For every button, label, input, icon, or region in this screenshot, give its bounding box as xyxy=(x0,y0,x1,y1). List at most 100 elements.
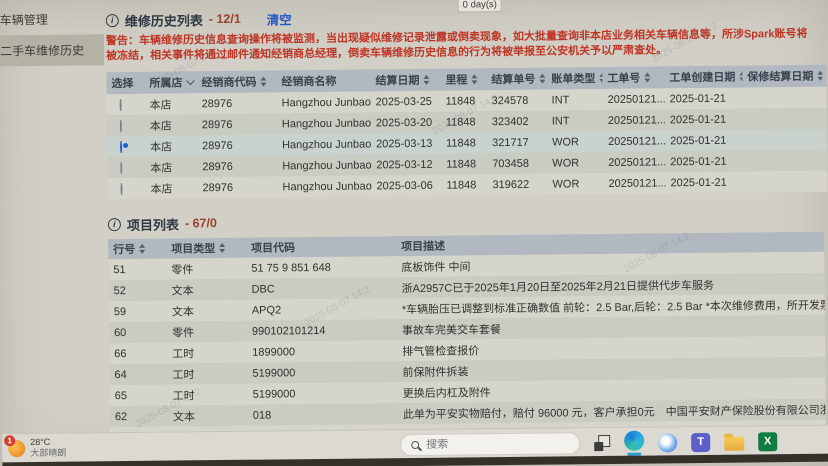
cell-store: 本店 xyxy=(150,141,173,154)
items-section-header: 项目列表 67/0 xyxy=(107,208,828,234)
col-store-header[interactable]: 所属店 xyxy=(144,74,196,91)
col-work-order-label: 工单号 xyxy=(607,72,641,85)
cell-wo-created: 2025-01-21 xyxy=(669,92,726,105)
cell-line-no: 65 xyxy=(114,389,127,402)
col-item-type-header[interactable]: 项目类型 xyxy=(166,240,246,257)
col-bill-type-header[interactable]: 账单类型 xyxy=(546,70,602,87)
col-settle-date-header[interactable]: 结算日期 xyxy=(370,72,440,89)
cell-work-order: 20250121... xyxy=(607,134,666,148)
history-table: 选择 所属店 经销商代码 经销商名称 结算日期 里程 结算单号 账单类型 工单号… xyxy=(106,64,828,200)
sort-icon xyxy=(539,74,546,84)
edge-browser-icon[interactable] xyxy=(624,430,645,456)
copilot-icon[interactable] xyxy=(658,432,678,452)
taskbar-search[interactable] xyxy=(400,432,581,457)
cell-item-type: 工时 xyxy=(172,389,195,403)
cell-item-type: 工时 xyxy=(172,368,195,382)
cell-line-no: 60 xyxy=(113,326,127,339)
cell-item-desc: 浙A2957C已于2025年1月20日至2025年2月21日提供代步车服务 xyxy=(401,279,715,295)
weather-widget[interactable]: 1 28°C 大部晴朗 xyxy=(4,434,66,460)
sidebar-item-vehicle-management[interactable]: 车辆管理 xyxy=(0,12,48,28)
teams-icon[interactable] xyxy=(691,432,711,452)
col-settle-no-header[interactable]: 结算单号 xyxy=(486,71,546,88)
cell-warranty-date xyxy=(743,97,823,98)
col-warranty-date-header[interactable]: 保修结算日期 xyxy=(742,68,822,85)
row-select-radio[interactable] xyxy=(120,182,123,195)
cell-line-no: 59 xyxy=(113,305,127,318)
sort-icon xyxy=(739,72,742,82)
cell-settle-no: 323402 xyxy=(491,115,529,128)
cell-bill-type: WOR xyxy=(552,177,580,191)
task-view-icon[interactable] xyxy=(594,435,610,451)
history-section-title: 维修历史列表 xyxy=(124,12,203,29)
cell-work-order: 20250121... xyxy=(607,92,665,106)
col-mileage-header[interactable]: 里程 xyxy=(440,71,486,87)
col-dealer-name-header: 经销商名称 xyxy=(276,72,370,89)
cell-store: 本店 xyxy=(150,162,173,175)
cell-item-desc: 底板饰件 中间 xyxy=(401,260,471,274)
cell-warranty-date xyxy=(743,181,823,182)
clear-button[interactable]: 清空 xyxy=(266,12,292,28)
row-select-radio[interactable] xyxy=(120,161,123,174)
cell-dealer-name: Hangzhou Junbao... xyxy=(281,116,371,130)
cell-item-type: 文本 xyxy=(172,410,195,424)
cell-bill-type: WOR xyxy=(551,135,580,149)
col-item-type-label: 项目类型 xyxy=(171,243,216,256)
col-item-desc-header: 项目描述 xyxy=(396,234,824,254)
cell-wo-created: 2025-01-21 xyxy=(670,155,727,168)
cell-mileage: 11848 xyxy=(446,178,477,192)
sort-icon xyxy=(471,74,478,84)
cell-item-code: 990102101214 xyxy=(251,324,326,338)
row-select-radio[interactable] xyxy=(119,98,122,111)
col-mileage-label: 里程 xyxy=(445,74,468,87)
notification-badge: 1 xyxy=(4,434,16,446)
col-item-desc-label: 项目描述 xyxy=(401,240,446,254)
row-select-radio[interactable] xyxy=(120,140,123,153)
cell-item-code: DBC xyxy=(251,282,275,296)
cell-store: 本店 xyxy=(149,120,172,133)
excel-icon[interactable] xyxy=(758,431,778,451)
col-line-no-header[interactable]: 行号 xyxy=(108,241,166,258)
cell-wo-created: 2025-01-21 xyxy=(670,176,727,189)
col-select-label: 选择 xyxy=(111,77,134,91)
search-input[interactable] xyxy=(426,437,570,451)
start-button[interactable] xyxy=(370,437,387,453)
sort-icon xyxy=(599,73,602,83)
cell-dealer-code: 28976 xyxy=(201,97,233,110)
cell-settle-date: 2025-03-25 xyxy=(375,95,432,108)
row-select-radio[interactable] xyxy=(119,119,122,132)
cell-bill-type: INT xyxy=(551,93,570,107)
cell-wo-created: 2025-01-21 xyxy=(669,113,727,126)
cell-item-desc: 事故车完美交车套餐 xyxy=(401,323,502,337)
days-indicator: 0 day(s) xyxy=(457,0,503,13)
cell-mileage: 11848 xyxy=(446,157,477,171)
sort-icon xyxy=(644,73,651,83)
col-dealer-code-header[interactable]: 经销商代码 xyxy=(196,73,276,90)
search-icon xyxy=(411,440,420,450)
col-work-order-header[interactable]: 工单号 xyxy=(602,69,664,86)
col-wo-created-header[interactable]: 工单创建日期 xyxy=(664,69,742,86)
cell-settle-no: 324578 xyxy=(491,94,529,107)
cell-dealer-name: Hangzhou Junbao... xyxy=(282,179,372,193)
weather-temp: 28°C xyxy=(30,436,51,448)
sidebar-item-used-car-repair-history[interactable]: 二手车维修历史 xyxy=(0,34,105,67)
cell-warranty-date xyxy=(743,118,823,119)
cell-bill-type: WOR xyxy=(552,156,580,170)
cell-warranty-date xyxy=(743,139,823,140)
cell-dealer-code: 28976 xyxy=(202,139,233,152)
main-content: 维修历史列表 12/1 清空 警告：车辆维修历史信息查询操作将被监测，当出现疑似… xyxy=(105,0,828,466)
cell-line-no: 52 xyxy=(113,284,126,297)
cell-item-code: 1899000 xyxy=(252,345,296,359)
file-explorer-icon[interactable] xyxy=(724,436,745,451)
cell-wo-created: 2025-01-21 xyxy=(669,134,727,147)
cell-item-code: 018 xyxy=(252,409,272,422)
items-section-title: 项目列表 xyxy=(126,216,179,233)
cell-store: 本店 xyxy=(149,99,172,112)
col-store-label: 所属店 xyxy=(149,77,183,90)
history-section-count: 12/1 xyxy=(209,12,240,26)
sidebar: 车辆管理 二手车维修历史 xyxy=(0,3,105,67)
cell-item-type: 文本 xyxy=(171,284,194,298)
warning-text: 警告：车辆维修历史信息查询操作将被监测，当出现疑似维修记录泄露或倒卖现象，如大批… xyxy=(105,27,808,63)
cell-dealer-code: 28976 xyxy=(202,160,233,173)
cell-dealer-name: Hangzhou Junbao... xyxy=(282,137,372,151)
